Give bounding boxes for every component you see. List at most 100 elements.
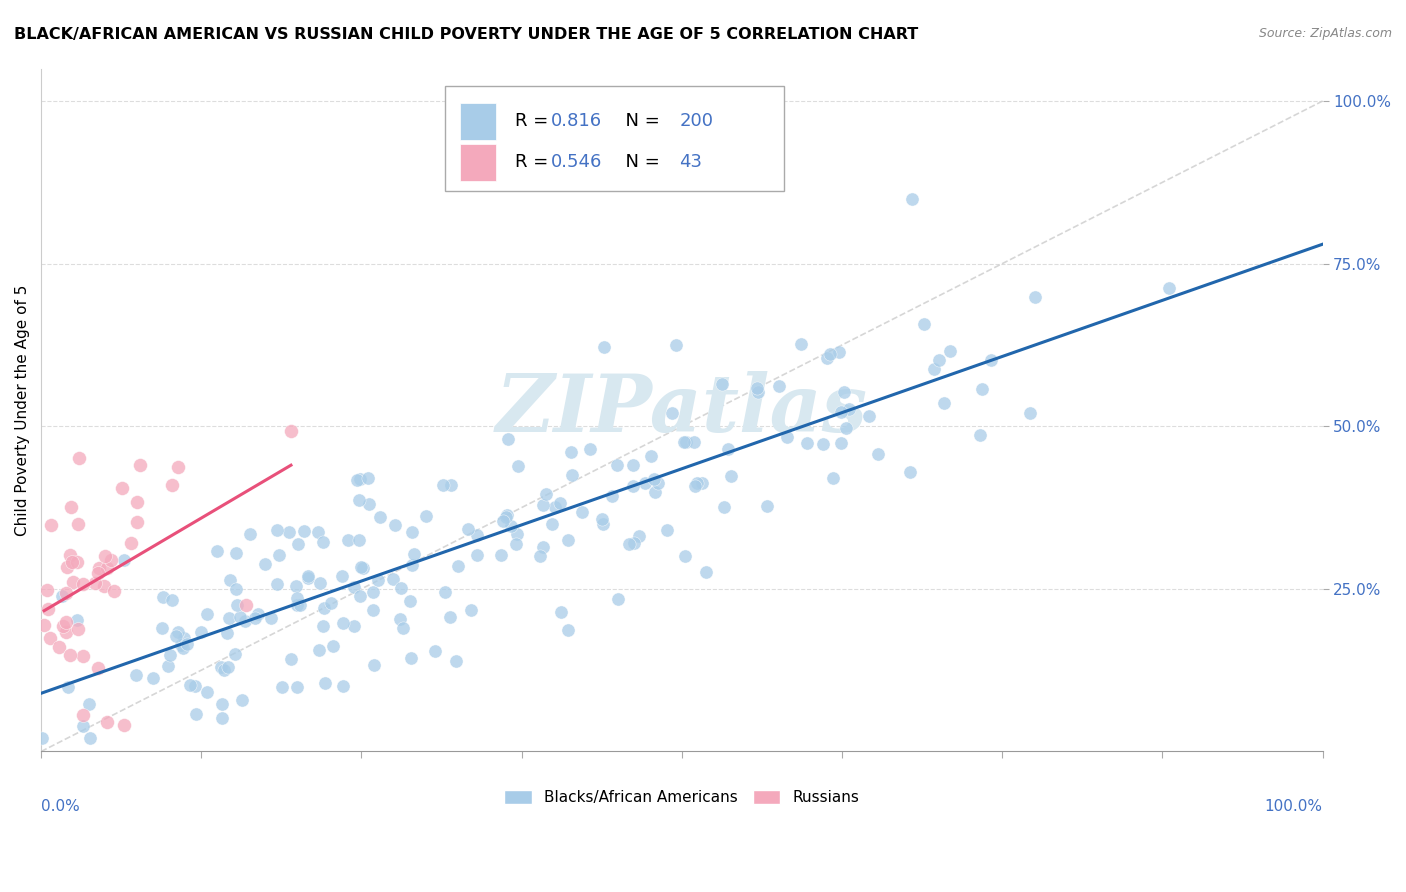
Point bbox=[96, 561, 118, 575]
Point bbox=[363, 657, 385, 672]
Point bbox=[60, 555, 83, 569]
Point bbox=[231, 692, 253, 706]
Point bbox=[593, 340, 616, 354]
Point bbox=[31, 731, 53, 746]
Point bbox=[683, 435, 706, 450]
Point bbox=[266, 523, 288, 537]
Point bbox=[866, 447, 889, 461]
Point bbox=[404, 547, 426, 561]
Point bbox=[167, 459, 190, 474]
Point bbox=[644, 484, 666, 499]
Point bbox=[35, 582, 58, 597]
Point bbox=[686, 475, 709, 490]
Point bbox=[683, 479, 706, 493]
Point bbox=[39, 517, 62, 532]
Point bbox=[756, 500, 779, 514]
Point bbox=[167, 624, 190, 639]
Point bbox=[495, 508, 517, 522]
Point bbox=[506, 458, 529, 473]
Point bbox=[125, 494, 148, 508]
Point bbox=[150, 621, 173, 635]
Point bbox=[548, 496, 571, 510]
Point bbox=[858, 409, 880, 424]
Point bbox=[399, 594, 422, 608]
Point bbox=[87, 561, 110, 575]
Point bbox=[332, 615, 354, 630]
Point bbox=[713, 500, 735, 514]
Point bbox=[1159, 281, 1181, 295]
Point bbox=[235, 598, 257, 612]
Point bbox=[156, 659, 179, 673]
FancyBboxPatch shape bbox=[444, 86, 785, 192]
Point bbox=[205, 544, 228, 558]
Point bbox=[672, 434, 695, 449]
Point bbox=[247, 607, 270, 621]
Point bbox=[557, 533, 579, 547]
Point bbox=[489, 548, 512, 562]
Point bbox=[628, 529, 651, 543]
Point bbox=[55, 560, 77, 574]
Point bbox=[287, 537, 309, 551]
Point bbox=[640, 449, 662, 463]
Point bbox=[269, 548, 291, 562]
Point bbox=[423, 643, 446, 657]
Point bbox=[367, 573, 389, 587]
Point bbox=[224, 648, 246, 662]
Point bbox=[634, 476, 657, 491]
Point bbox=[152, 590, 174, 604]
Point bbox=[811, 437, 834, 451]
Point bbox=[266, 577, 288, 591]
Point bbox=[65, 613, 87, 627]
Point bbox=[79, 731, 101, 746]
Point bbox=[129, 458, 152, 472]
Point bbox=[308, 642, 330, 657]
Point bbox=[776, 430, 799, 444]
Point bbox=[209, 660, 232, 674]
Point bbox=[243, 611, 266, 625]
Point bbox=[592, 516, 614, 531]
Point bbox=[415, 508, 437, 523]
Point bbox=[285, 598, 308, 612]
Text: 0.546: 0.546 bbox=[551, 153, 603, 171]
Point bbox=[747, 385, 769, 400]
Point bbox=[591, 512, 613, 526]
Point bbox=[465, 548, 488, 562]
Point bbox=[229, 610, 252, 624]
Point bbox=[932, 395, 955, 409]
Point bbox=[67, 517, 90, 532]
Point bbox=[173, 632, 195, 646]
Point bbox=[531, 499, 554, 513]
Point bbox=[655, 523, 678, 537]
Point bbox=[647, 475, 669, 490]
Point bbox=[120, 536, 142, 550]
Point bbox=[297, 569, 319, 583]
Text: 200: 200 bbox=[679, 112, 713, 130]
Point bbox=[77, 698, 100, 712]
Point bbox=[1024, 290, 1046, 304]
Point bbox=[821, 471, 844, 485]
Point bbox=[347, 533, 370, 548]
Point bbox=[924, 362, 946, 376]
Text: 0.0%: 0.0% bbox=[41, 799, 80, 814]
Legend: Blacks/African Americans, Russians: Blacks/African Americans, Russians bbox=[505, 789, 859, 805]
Point bbox=[717, 442, 740, 457]
Point bbox=[571, 505, 593, 519]
Point bbox=[970, 382, 993, 396]
Point bbox=[980, 353, 1002, 368]
Point bbox=[695, 566, 717, 580]
Point bbox=[72, 649, 94, 664]
Point bbox=[72, 577, 94, 591]
Point bbox=[114, 553, 136, 567]
Point bbox=[541, 517, 564, 532]
Point bbox=[176, 637, 198, 651]
Point bbox=[59, 500, 82, 515]
Point bbox=[392, 621, 415, 635]
Point bbox=[270, 680, 292, 694]
Point bbox=[560, 444, 582, 458]
Point bbox=[531, 540, 554, 554]
Point bbox=[217, 625, 239, 640]
Point bbox=[457, 522, 479, 536]
Point bbox=[828, 345, 851, 359]
Point bbox=[93, 579, 115, 593]
Point bbox=[162, 477, 184, 491]
